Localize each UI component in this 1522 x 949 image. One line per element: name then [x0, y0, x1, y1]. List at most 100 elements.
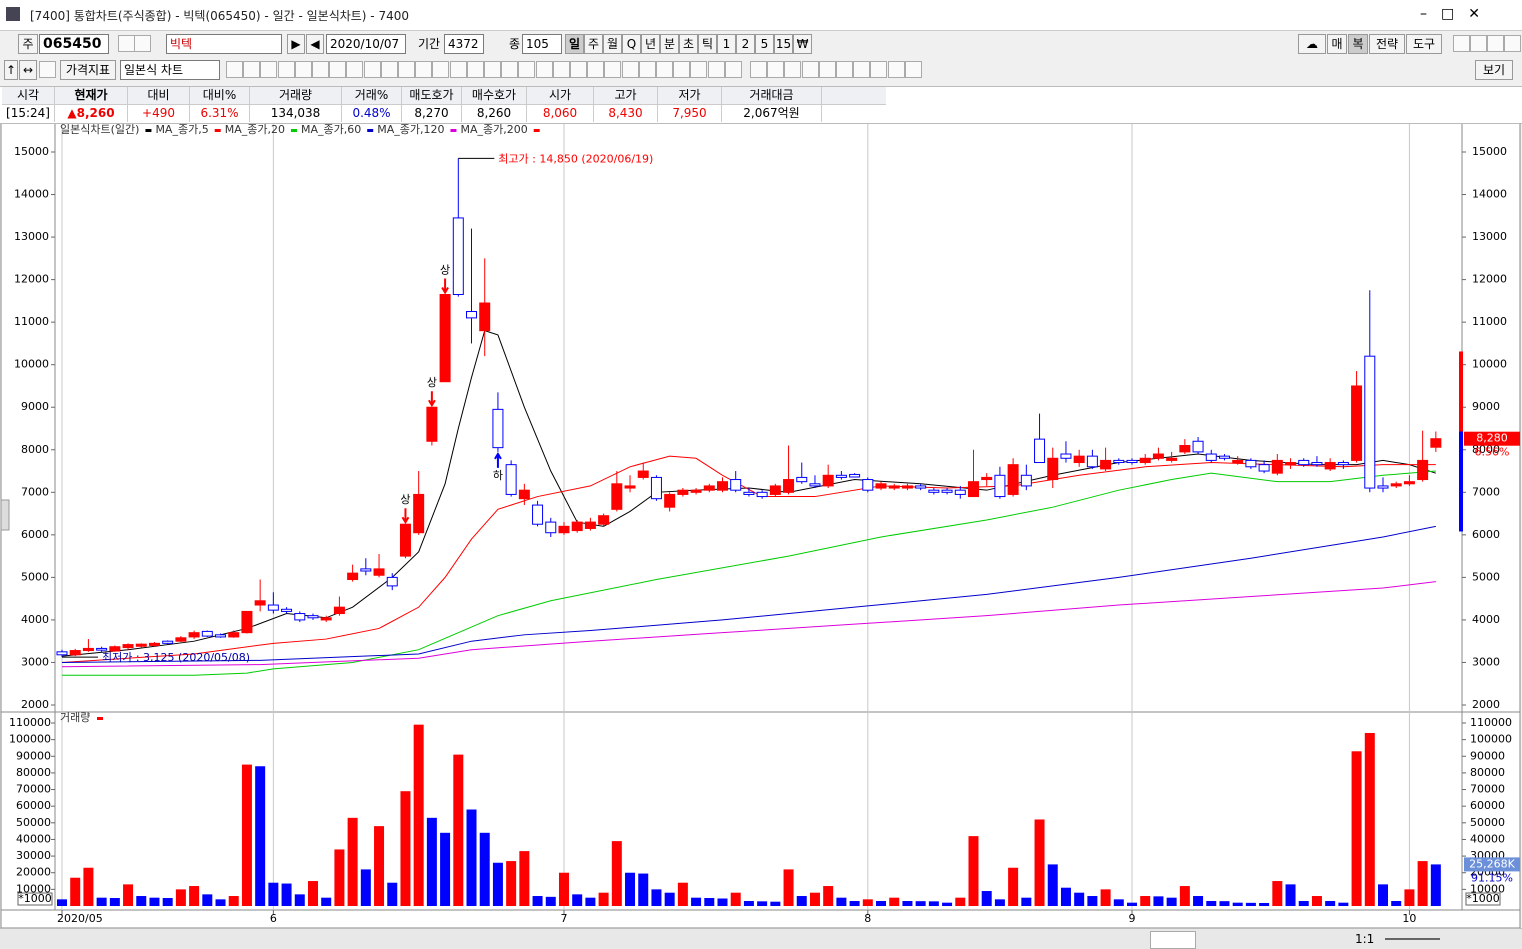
interval-button[interactable]: 틱	[698, 34, 717, 54]
interval-button[interactable]: 년	[641, 34, 660, 54]
drawing-tool[interactable]	[415, 61, 433, 78]
volume-bar	[532, 896, 543, 906]
toolbar-icon[interactable]	[1504, 35, 1521, 52]
code-input[interactable]: 065450	[39, 34, 109, 54]
toolbar-icon[interactable]	[1470, 35, 1487, 52]
tool-button[interactable]: 전략	[1369, 34, 1405, 54]
candle-body	[1351, 385, 1363, 461]
drawing-tool[interactable]	[363, 61, 381, 78]
drawing-tool[interactable]	[853, 61, 871, 78]
drawing-tool[interactable]	[750, 61, 767, 78]
drawing-tool[interactable]	[432, 61, 450, 78]
interval-button[interactable]: 2	[736, 34, 755, 54]
x-tick-label: 2020/05	[57, 912, 103, 925]
drawing-tool[interactable]	[466, 61, 484, 78]
candle-body	[215, 634, 227, 638]
quote-value-cell: 8,260	[462, 105, 527, 122]
prev-button[interactable]: ◀	[306, 34, 324, 54]
drawing-tool[interactable]	[904, 61, 922, 78]
drawing-tool[interactable]	[501, 61, 519, 78]
scrollbar[interactable]	[1150, 931, 1196, 949]
name-input[interactable]: 빅텍	[166, 34, 282, 54]
drawing-tool[interactable]	[801, 61, 819, 78]
cloud-button[interactable]: ☁	[1298, 34, 1326, 54]
tool-button[interactable]: 복	[1348, 34, 1368, 54]
next-button[interactable]: ▶	[287, 34, 305, 54]
volume-bar	[96, 897, 107, 906]
candle-body	[333, 606, 345, 615]
tool-button[interactable]: 도구	[1406, 34, 1442, 54]
drawing-tool[interactable]	[535, 61, 553, 78]
volume-bar	[1245, 902, 1256, 906]
toolbar-icon[interactable]	[1487, 35, 1504, 52]
drawing-tool[interactable]	[312, 61, 329, 78]
volume-bar	[955, 897, 966, 906]
interval-button[interactable]: 초	[679, 34, 698, 54]
candle-body	[518, 489, 530, 500]
interval-button[interactable]: 일	[565, 34, 584, 54]
count-input[interactable]: 105	[522, 34, 562, 54]
interval-button[interactable]: 월	[603, 34, 622, 54]
drawing-tool[interactable]	[260, 61, 278, 78]
market-button[interactable]: 주	[18, 34, 38, 54]
toolbar-icon[interactable]	[1453, 35, 1470, 52]
candle-body	[901, 485, 913, 489]
period-input[interactable]: 4372	[444, 34, 484, 54]
drawing-tool[interactable]	[380, 61, 398, 78]
drawing-tool[interactable]	[818, 61, 836, 78]
chart-type-select[interactable]: 일본식 차트	[120, 60, 220, 80]
drawing-tool[interactable]	[518, 61, 536, 78]
candle-body	[1205, 453, 1217, 461]
candle-body	[1060, 453, 1072, 459]
interval-button[interactable]: 주	[584, 34, 603, 54]
candle-body	[135, 643, 147, 647]
drawing-tool[interactable]	[638, 61, 656, 78]
interval-button[interactable]: 분	[660, 34, 679, 54]
drawing-tool[interactable]	[346, 61, 364, 78]
drawing-tool[interactable]	[570, 61, 587, 78]
drawing-tool[interactable]	[294, 61, 312, 78]
drawing-tool[interactable]	[870, 61, 888, 78]
toolbar-icon[interactable]	[39, 61, 56, 78]
interval-button[interactable]: Q	[622, 34, 641, 54]
up-button[interactable]: ↑	[4, 60, 18, 80]
interval-button[interactable]: ₩	[793, 34, 812, 54]
volume-bar	[677, 882, 688, 906]
date-input[interactable]: 2020/10/07	[326, 34, 406, 54]
candle-body	[399, 523, 411, 557]
swap-button[interactable]: ↔	[19, 60, 37, 80]
drawing-tool[interactable]	[398, 61, 415, 78]
drawing-tool[interactable]	[277, 61, 295, 78]
drawing-tool[interactable]	[656, 61, 673, 78]
drawing-tool[interactable]	[836, 61, 853, 78]
last-volume-label: 25,268K	[1469, 857, 1515, 870]
toolbar-icon[interactable]	[134, 35, 151, 52]
drawing-tool[interactable]	[690, 61, 708, 78]
drawing-tool[interactable]	[784, 61, 802, 78]
drawing-tool[interactable]	[226, 61, 243, 78]
interval-button[interactable]: 15	[774, 34, 793, 54]
drawing-tool[interactable]	[707, 61, 725, 78]
drawing-tool[interactable]	[887, 61, 905, 78]
drawing-tool[interactable]	[604, 61, 622, 78]
drawing-tool[interactable]	[243, 61, 261, 78]
view-button[interactable]: 보기	[1475, 60, 1513, 80]
volume-bar	[1338, 902, 1349, 906]
drawing-tool[interactable]	[449, 61, 467, 78]
drawing-tool[interactable]	[621, 61, 639, 78]
drawing-tool[interactable]	[484, 61, 501, 78]
drawing-tool[interactable]	[587, 61, 605, 78]
volume-bar	[1034, 819, 1045, 906]
drawing-tool[interactable]	[673, 61, 691, 78]
drawing-tool[interactable]	[724, 61, 742, 78]
interval-button[interactable]: 5	[755, 34, 774, 54]
drawing-tool[interactable]	[552, 61, 570, 78]
drawing-tool[interactable]	[329, 61, 347, 78]
drawing-tool[interactable]	[767, 61, 785, 78]
interval-button[interactable]: 1	[717, 34, 736, 54]
zoom-slider[interactable]	[1385, 938, 1440, 940]
toolbar-icon[interactable]	[118, 35, 135, 52]
window-controls[interactable]: –□✕	[1420, 6, 1494, 22]
tool-button[interactable]: 매	[1327, 34, 1347, 54]
indicator-button[interactable]: 가격지표	[60, 60, 116, 80]
